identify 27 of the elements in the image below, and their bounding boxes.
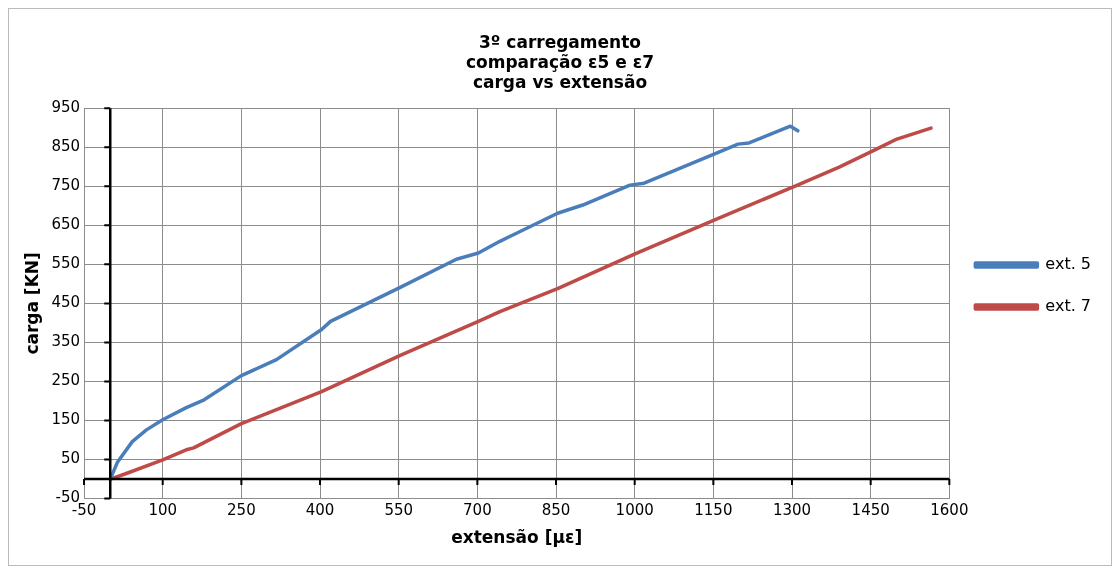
- x-tick-label: 400: [305, 501, 335, 520]
- y-tick-label: 50: [60, 449, 81, 468]
- y-tick-label: 250: [51, 371, 81, 390]
- x-tick-label: 700: [463, 501, 492, 520]
- x-tick-label: 1450: [851, 501, 890, 520]
- y-axis-title: carga [KN]: [21, 252, 42, 355]
- x-tick-label: 1300: [772, 501, 812, 520]
- legend-label: ext. 7: [1045, 296, 1091, 316]
- y-tick-label: 750: [51, 176, 81, 195]
- x-tick-label: 1600: [930, 501, 969, 520]
- y-tick-label: 350: [51, 332, 81, 351]
- x-tick-label: 550: [384, 501, 414, 520]
- chart-title: 3º carregamento comparação ε5 e ε7 carga vs extensão: [465, 31, 655, 93]
- y-tick-label: 450: [51, 293, 81, 312]
- x-tick-label: 1000: [615, 501, 654, 520]
- y-tick-label: 150: [51, 410, 81, 429]
- x-tick-label: 850: [541, 501, 571, 520]
- x-tick-label: 100: [148, 501, 178, 520]
- x-tick-label: -50: [71, 501, 97, 520]
- y-tick-label: 650: [51, 215, 81, 234]
- x-tick-label: 250: [227, 501, 256, 520]
- x-tick-label: 1150: [694, 501, 733, 520]
- x-axis-title: extensão [με]: [451, 527, 583, 548]
- legend-label: ext. 5: [1045, 254, 1091, 274]
- y-tick-label: 950: [51, 98, 81, 117]
- y-tick-label: 850: [51, 137, 81, 156]
- y-tick-label: 550: [51, 254, 81, 273]
